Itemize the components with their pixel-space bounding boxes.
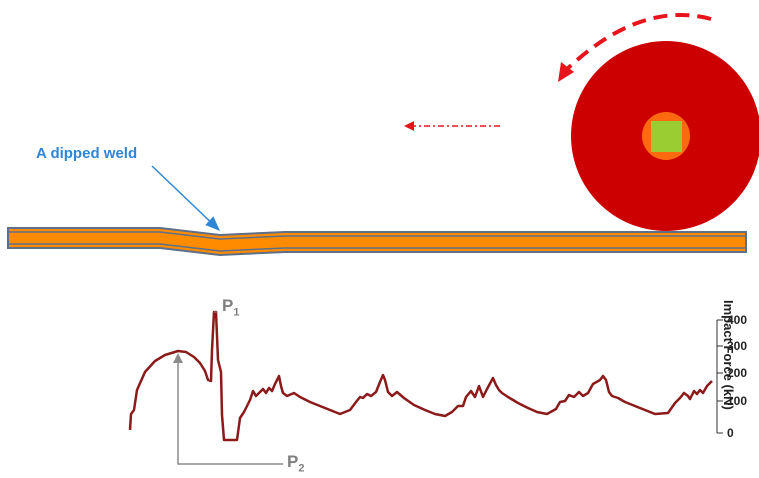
p2-label: P2 xyxy=(287,452,304,474)
p1-sub: 1 xyxy=(233,306,240,319)
axle-square xyxy=(651,121,682,152)
force-axis-title: Impact Force (kN) xyxy=(721,300,736,410)
tick-label-0: 0 xyxy=(727,426,734,440)
force-axis xyxy=(716,319,723,434)
tick-label-300: 300 xyxy=(727,339,748,353)
weld-pointer xyxy=(151,165,221,232)
tick-label-100: 100 xyxy=(727,394,748,408)
tick-label-400: 400 xyxy=(727,313,748,327)
direction-arrow-icon xyxy=(404,121,500,131)
wheel xyxy=(571,41,759,231)
p1-label: P1 xyxy=(222,296,239,318)
rail xyxy=(7,227,747,257)
p2-leader xyxy=(173,353,283,465)
p2-sub: 2 xyxy=(298,462,305,475)
p2-main: P xyxy=(287,452,299,471)
p1-main: P xyxy=(222,296,234,315)
impact-force-curve xyxy=(128,310,713,442)
rotation-arrow-icon xyxy=(558,12,712,82)
weld-label: A dipped weld xyxy=(36,145,138,162)
tick-label-200: 200 xyxy=(727,366,748,380)
